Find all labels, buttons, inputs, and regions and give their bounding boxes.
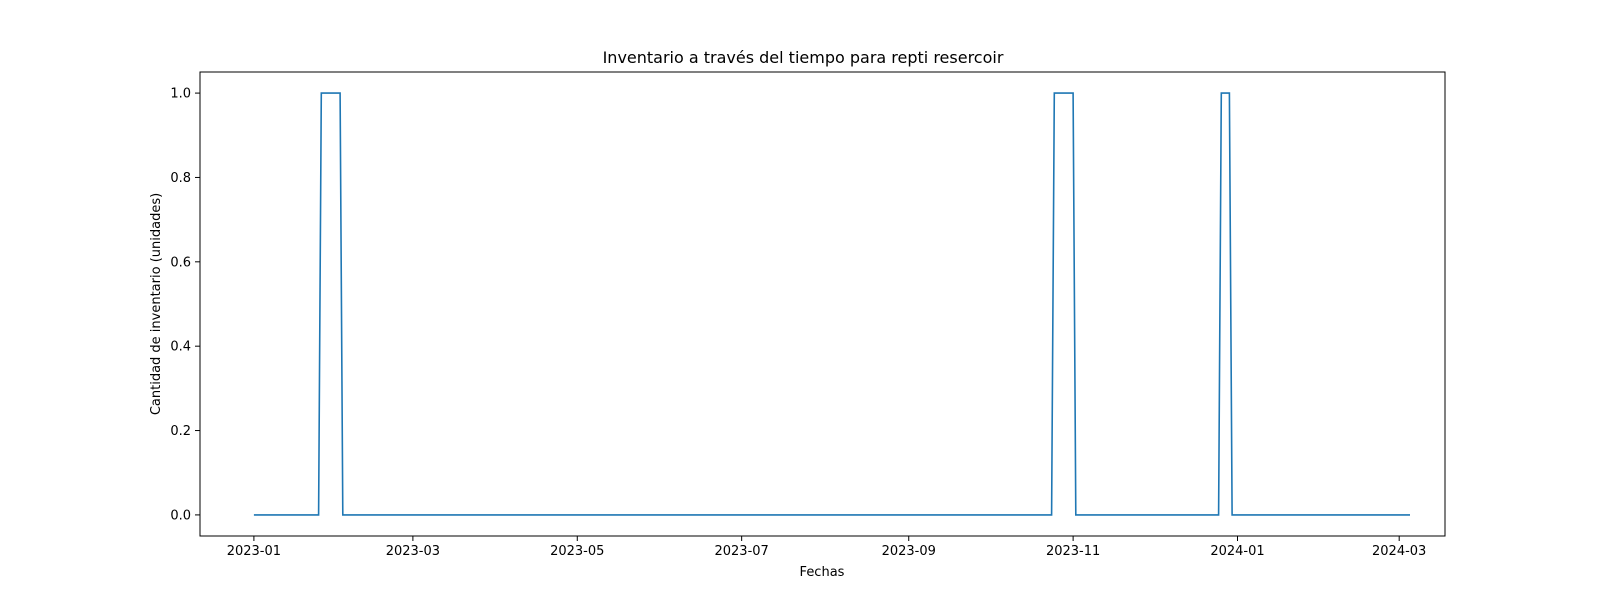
y-tick-label: 0.2 [170,424,191,439]
x-tick-label: 2023-07 [714,544,768,559]
x-tick-label: 2023-11 [1046,544,1100,559]
y-tick-label: 0.6 [170,255,191,270]
x-axis-label: Fechas [800,565,845,580]
series-line [253,92,1410,516]
x-tick-label: 2023-01 [227,544,281,559]
y-tick-label: 1.0 [170,87,191,102]
chart-title: Inventario a través del tiempo para rept… [603,48,1004,67]
x-tick-label: 2023-03 [386,544,440,559]
x-tick-label: 2024-03 [1372,544,1426,559]
axis-ticks: 2023-01 2023-03 2023-05 2023-07 2023-09 2023-… [170,87,1426,559]
x-tick-label: 2023-05 [550,544,604,559]
y-tick-label: 0.0 [170,508,191,523]
x-tick-label: 2024-01 [1210,544,1264,559]
y-tick-label: 0.4 [170,340,191,355]
y-tick-label: 0.8 [170,171,191,186]
x-tick-label: 2023-09 [882,544,936,559]
y-axis-label: Cantidad de inventario (unidades) [149,193,164,415]
series-layer [253,92,1410,516]
plot-area-frame [199,71,1446,537]
